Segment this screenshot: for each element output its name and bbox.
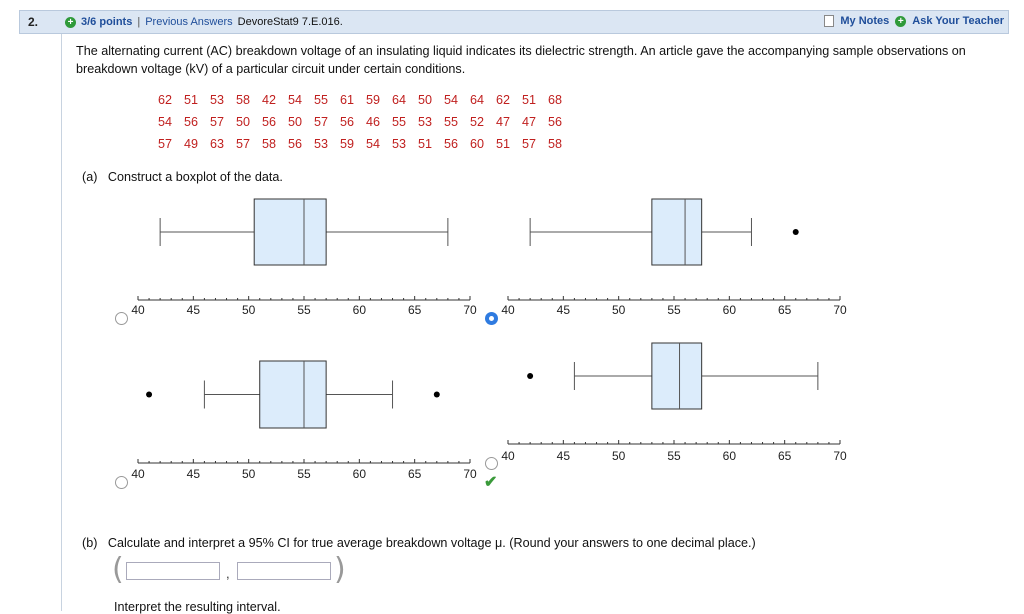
data-value: 63	[210, 137, 225, 151]
ci-lower-input[interactable]	[126, 562, 220, 580]
data-value: 50	[288, 115, 303, 129]
data-value: 68	[548, 93, 563, 107]
data-value: 58	[548, 137, 563, 151]
part-b-letter: (b)	[82, 536, 98, 550]
previous-answers-link[interactable]: Previous Answers	[145, 16, 233, 28]
part-a-letter: (a)	[82, 170, 98, 184]
data-value: 54	[444, 93, 459, 107]
open-paren: (	[112, 552, 124, 587]
data-value: 57	[210, 115, 225, 129]
data-row: 57 49 63 57 58 56 53 59 54 53 51 56 60 51 57 58	[158, 136, 574, 158]
data-value: 53	[392, 137, 407, 151]
data-value: 52	[470, 115, 485, 129]
data-value: 54	[288, 93, 303, 107]
ask-teacher-link[interactable]: Ask Your Teacher	[912, 15, 1004, 27]
question-header: 2. + 3/6 points | Previous Answers Devor…	[19, 10, 1009, 34]
data-value: 56	[548, 115, 563, 129]
data-value: 50	[418, 93, 433, 107]
problem-source: DevoreStat9 7.E.016.	[237, 16, 343, 28]
question-body-border	[61, 34, 1010, 611]
data-value: 55	[392, 115, 407, 129]
part-a-label: (a) Construct a boxplot of the data.	[82, 170, 283, 184]
data-value: 57	[314, 115, 329, 129]
data-value: 49	[184, 137, 199, 151]
points-info: + 3/6 points | Previous Answers DevoreSt…	[65, 16, 343, 28]
data-row: 54 56 57 50 56 50 57 56 46 55 53 55 52 47 47 56	[158, 114, 574, 136]
data-value: 64	[470, 93, 485, 107]
my-notes-link[interactable]: My Notes	[840, 15, 890, 27]
data-value: 53	[314, 137, 329, 151]
points-link[interactable]: 3/6 points	[81, 16, 133, 28]
data-value: 62	[496, 93, 511, 107]
data-value: 47	[522, 115, 537, 129]
data-value: 51	[496, 137, 511, 151]
data-value: 50	[236, 115, 251, 129]
part-b-label: (b) Calculate and interpret a 95% CI for…	[82, 536, 756, 550]
data-value: 57	[522, 137, 537, 151]
data-value: 61	[340, 93, 355, 107]
question-number: 2.	[28, 15, 39, 29]
data-value: 51	[184, 93, 199, 107]
data-value: 56	[288, 137, 303, 151]
notes-icon[interactable]	[824, 15, 835, 27]
data-table: 62 51 53 58 42 54 55 61 59 64 50 54 64 62 51 68 54 56 57 50…	[158, 92, 574, 158]
interpret-label: Interpret the resulting interval.	[114, 600, 281, 614]
data-value: 47	[496, 115, 511, 129]
option-b-radio[interactable]	[485, 312, 498, 325]
part-a-prompt: Construct a boxplot of the data.	[107, 170, 283, 184]
data-value: 56	[184, 115, 199, 129]
data-value: 59	[366, 93, 381, 107]
option-d-radio[interactable]	[485, 457, 498, 470]
option-a-radio[interactable]	[115, 312, 128, 325]
data-value: 58	[236, 93, 251, 107]
data-value: 42	[262, 93, 277, 107]
data-value: 54	[366, 137, 381, 151]
data-value: 57	[158, 137, 173, 151]
ci-comma: ,	[226, 566, 230, 581]
data-value: 56	[340, 115, 355, 129]
data-value: 55	[314, 93, 329, 107]
data-value: 64	[392, 93, 407, 107]
data-value: 59	[340, 137, 355, 151]
data-value: 62	[158, 93, 173, 107]
option-c-radio[interactable]	[115, 476, 128, 489]
ci-upper-input[interactable]	[237, 562, 331, 580]
data-value: 51	[418, 137, 433, 151]
data-value: 60	[470, 137, 485, 151]
close-paren: )	[334, 552, 346, 587]
data-value: 58	[262, 137, 277, 151]
data-value: 56	[444, 137, 459, 151]
data-value: 51	[522, 93, 537, 107]
header-links: My Notes + Ask Your Teacher	[824, 15, 1004, 27]
separator: |	[137, 16, 141, 28]
ask-teacher-plus-icon[interactable]: +	[895, 15, 907, 27]
data-row: 62 51 53 58 42 54 55 61 59 64 50 54 64 62 51 68	[158, 92, 574, 114]
data-value: 57	[236, 137, 251, 151]
data-value: 56	[262, 115, 277, 129]
data-value: 55	[444, 115, 459, 129]
data-value: 54	[158, 115, 173, 129]
data-value: 53	[418, 115, 433, 129]
part-b-prompt: Calculate and interpret a 95% CI for tru…	[107, 536, 756, 550]
data-value: 53	[210, 93, 225, 107]
question-text: The alternating current (AC) breakdown v…	[76, 44, 966, 76]
expand-plus-icon[interactable]: +	[65, 16, 76, 28]
data-value: 46	[366, 115, 381, 129]
correct-check-icon: ✔	[484, 474, 498, 491]
